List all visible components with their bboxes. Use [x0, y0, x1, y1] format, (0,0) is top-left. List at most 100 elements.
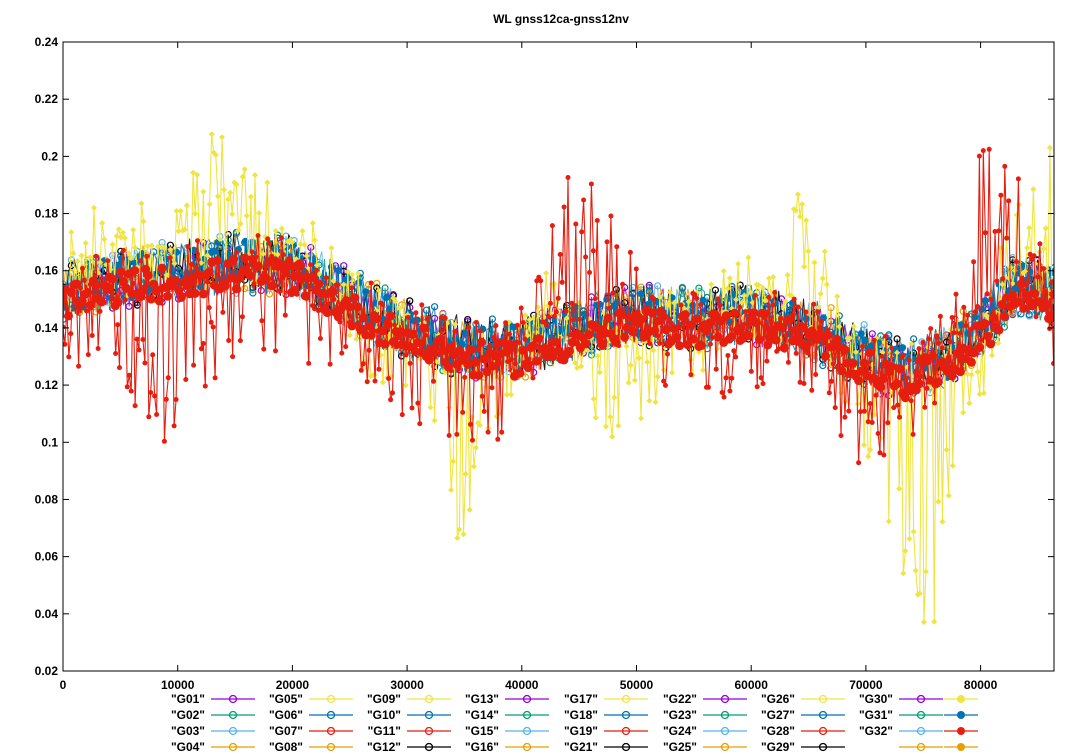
data-point [256, 210, 263, 217]
legend-label: "G12" [367, 740, 401, 754]
data-point [249, 289, 257, 297]
data-point [503, 391, 510, 398]
legend-label: "G14" [465, 708, 499, 722]
x-tick-label: 20000 [276, 678, 310, 692]
legend-label: "G28" [761, 724, 795, 738]
data-point [885, 518, 892, 525]
data-point [811, 259, 818, 266]
legend-label: "G30" [859, 692, 893, 706]
data-point [183, 202, 190, 209]
data-point [834, 293, 841, 300]
legend-marker [916, 726, 926, 736]
legend-label: "G08" [269, 740, 303, 754]
series-line-cloud-5 [63, 232, 1054, 397]
data-point [208, 242, 216, 250]
legend-label: "G32" [859, 724, 893, 738]
legend-label: "G02" [171, 708, 205, 722]
legend-label: "G15" [465, 724, 499, 738]
data-point [452, 321, 459, 328]
legend-label: "G27" [761, 708, 795, 722]
legend-marker [326, 726, 336, 736]
legend-label: "G22" [663, 692, 697, 706]
legend-marker [957, 727, 965, 735]
legend-marker [720, 710, 730, 720]
data-point [1025, 311, 1033, 319]
legend-marker [424, 742, 434, 752]
plot-area [63, 131, 1054, 626]
data-point [82, 239, 89, 246]
data-point [247, 193, 254, 200]
legend-marker [522, 710, 532, 720]
series-line-g28 [63, 149, 1054, 463]
legend-label: "G31" [859, 708, 893, 722]
legend-marker [228, 710, 238, 720]
chart-title: WL gnss12ca-gnss12nv [493, 12, 629, 26]
y-tick-label: 0.02 [35, 664, 59, 678]
y-tick-label: 0.2 [41, 149, 58, 163]
legend-marker [228, 726, 238, 736]
legend-label: "G07" [269, 724, 303, 738]
data-point [521, 373, 530, 381]
y-tick-label: 0.08 [35, 492, 59, 506]
legend-marker [957, 743, 965, 751]
data-point [926, 389, 934, 397]
legend-marker [424, 694, 434, 704]
legend-marker [818, 726, 828, 736]
data-point [464, 316, 472, 324]
legend-marker [522, 694, 532, 704]
legend-label: "G21" [564, 740, 598, 754]
legend-marker [621, 742, 631, 752]
data-point [711, 286, 720, 294]
y-tick-label: 0.12 [35, 378, 59, 392]
data-point [909, 335, 918, 343]
data-point [464, 318, 472, 326]
legend-marker [957, 711, 965, 719]
legend-marker [818, 742, 828, 752]
data-point [949, 462, 956, 469]
series-line-median [63, 256, 1054, 399]
legend-marker [424, 726, 434, 736]
data-point [893, 335, 901, 343]
legend-label: "G18" [564, 708, 598, 722]
data-point [935, 498, 942, 505]
legend-label: "G06" [269, 708, 303, 722]
legend-marker [522, 726, 532, 736]
legend-marker [621, 694, 631, 704]
data-point [860, 321, 868, 329]
legend-label: "G17" [564, 692, 598, 706]
data-point [466, 506, 473, 513]
y-tick-label: 0.06 [35, 550, 59, 564]
data-point [960, 409, 967, 416]
data-point [868, 330, 876, 338]
x-tick-label: 50000 [620, 678, 654, 692]
legend-label: "G19" [564, 724, 598, 738]
axes: 0.02 0.04 0.06 0.08 0.1 0.12 0.14 0.16 0.18 0.2 0.… [35, 35, 1055, 692]
data-point [373, 279, 381, 287]
series-group [63, 131, 1054, 626]
data-point [638, 415, 645, 422]
legend-marker [228, 742, 238, 752]
data-point [344, 268, 351, 275]
data-point [427, 404, 434, 411]
legend-label: "G01" [171, 692, 205, 706]
data-point [431, 303, 439, 311]
series-line-g27 [63, 241, 1054, 390]
data-point [307, 243, 315, 252]
data-point [241, 285, 249, 293]
data-point [488, 315, 496, 323]
x-tick-label: 30000 [390, 678, 424, 692]
data-point [406, 297, 414, 305]
y-tick-label: 0.14 [35, 321, 59, 335]
legend-marker [818, 710, 828, 720]
x-tick-label: 70000 [849, 678, 883, 692]
y-tick-label: 0.22 [35, 92, 59, 106]
data-point [257, 286, 265, 295]
legend-marker [720, 742, 730, 752]
legend-label: "G05" [269, 692, 303, 706]
legend-marker [916, 694, 926, 704]
data-point [819, 362, 827, 370]
data-point [125, 302, 133, 310]
legend-marker [621, 710, 631, 720]
data-point [821, 248, 828, 255]
data-point [1009, 309, 1017, 318]
